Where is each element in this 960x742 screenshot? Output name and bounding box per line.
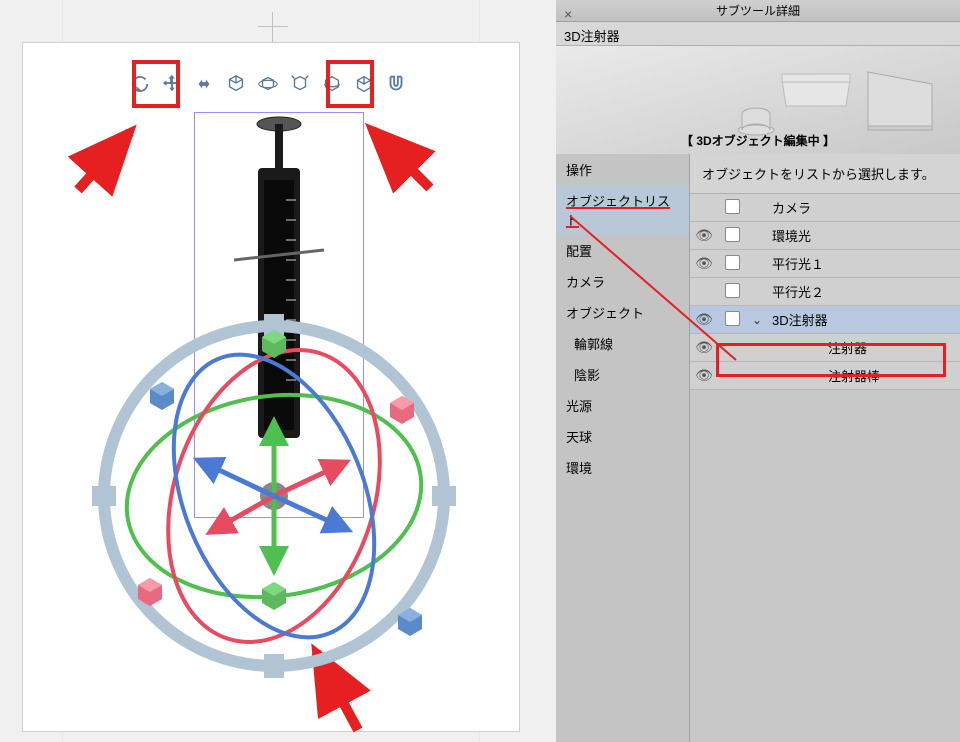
object-row-環境光[interactable]: 👁 環境光 <box>690 222 960 250</box>
category-輪郭線[interactable]: 輪郭線 <box>556 328 689 359</box>
subtool-detail-panel: × サブツール詳細 3D注射器 【 3Dオブジェクト編集中 】 操作オブジェクト… <box>556 0 960 742</box>
category-カメラ[interactable]: カメラ <box>556 266 689 297</box>
category-陰影[interactable]: 陰影 <box>556 359 689 390</box>
annotation-arrow-2 <box>360 118 440 198</box>
object-row-3D注射器[interactable]: 👁 ⌄3D注射器 <box>690 306 960 334</box>
checkbox[interactable] <box>718 311 746 329</box>
highlight-box-2 <box>326 60 374 108</box>
object-name: 平行光２ <box>768 282 960 301</box>
visibility-icon[interactable]: 👁 <box>690 339 718 356</box>
tool-cube-rotate-icon[interactable] <box>256 72 280 96</box>
visibility-icon[interactable]: 👁 <box>690 311 718 328</box>
preview-area: 【 3Dオブジェクト編集中 】 <box>556 46 960 154</box>
category-操作[interactable]: 操作 <box>556 154 689 185</box>
visibility-icon[interactable]: 👁 <box>690 367 718 384</box>
panel-title: 3D注射器 <box>556 22 960 46</box>
highlight-box-row <box>716 343 946 377</box>
annotation-arrow-1 <box>68 120 148 200</box>
visibility-icon[interactable]: 👁 <box>690 227 718 244</box>
category-オブジェクト[interactable]: オブジェクト <box>556 297 689 328</box>
crosshair-h <box>258 26 288 27</box>
highlight-box-1 <box>132 60 180 108</box>
category-オブジェクトリスト[interactable]: オブジェクトリスト <box>556 185 689 235</box>
checkbox[interactable] <box>718 227 746 245</box>
checkbox[interactable] <box>718 255 746 273</box>
object-list-pane: オブジェクトをリストから選択します。 カメラ 👁 環境光 👁 平行光１ 平行光２ 👁 ⌄3D注… <box>690 154 960 742</box>
category-配置[interactable]: 配置 <box>556 235 689 266</box>
expand-icon[interactable]: ⌄ <box>746 313 768 327</box>
canvas-area <box>0 0 556 742</box>
category-環境[interactable]: 環境 <box>556 452 689 483</box>
visibility-icon[interactable]: 👁 <box>690 255 718 272</box>
object-name: カメラ <box>768 198 960 217</box>
object-name: 平行光１ <box>768 254 960 273</box>
panel-header: × サブツール詳細 <box>556 0 960 22</box>
preview-status: 【 3Dオブジェクト編集中 】 <box>681 132 835 149</box>
instruction-text: オブジェクトをリストから選択します。 <box>690 154 960 194</box>
close-icon[interactable]: × <box>564 3 572 25</box>
tool-cube-move-icon[interactable] <box>224 72 248 96</box>
object-row-カメラ[interactable]: カメラ <box>690 194 960 222</box>
object-row-平行光２[interactable]: 平行光２ <box>690 278 960 306</box>
category-光源[interactable]: 光源 <box>556 390 689 421</box>
panel-header-title: サブツール詳細 <box>716 4 800 18</box>
tool-cube-scale-icon[interactable] <box>288 72 312 96</box>
checkbox[interactable] <box>718 283 746 301</box>
tool-move-z-icon[interactable] <box>192 72 216 96</box>
object-name: 環境光 <box>768 226 960 245</box>
checkbox[interactable] <box>718 199 746 217</box>
tool-magnet-icon[interactable] <box>384 72 408 96</box>
transform-gizmo[interactable] <box>74 296 474 696</box>
category-list: 操作オブジェクトリスト配置カメラオブジェクト輪郭線陰影光源天球環境 <box>556 154 690 742</box>
object-row-平行光１[interactable]: 👁 平行光１ <box>690 250 960 278</box>
crosshair-v <box>272 12 273 42</box>
category-天球[interactable]: 天球 <box>556 421 689 452</box>
object-name: 3D注射器 <box>768 310 960 329</box>
